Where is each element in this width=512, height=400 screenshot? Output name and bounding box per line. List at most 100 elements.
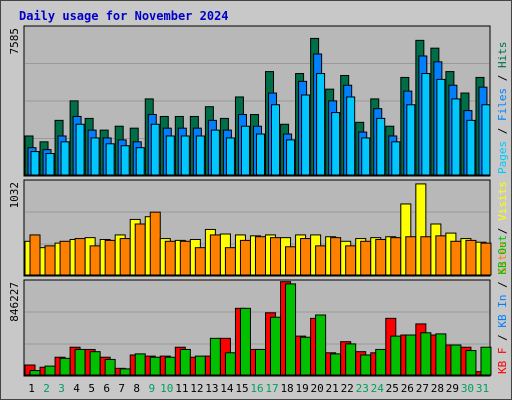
- bar-kb-in-day-18: [285, 283, 297, 376]
- bar-sites-day-5: [89, 245, 101, 276]
- bar-sites-day-27: [420, 236, 432, 276]
- x-tick-day-17: 17: [265, 382, 278, 395]
- bar-sites-day-11: [179, 240, 191, 276]
- bar-pages-day-16: [255, 133, 265, 176]
- bar-sites-day-17: [270, 237, 282, 276]
- bar-pages-day-17: [271, 104, 281, 176]
- legend-3: KB F / KB In / KB Out: [496, 235, 509, 374]
- bar-kb-in-day-1: [29, 370, 41, 376]
- bar-pages-day-15: [240, 125, 250, 176]
- bar-kb-in-day-2: [44, 365, 56, 376]
- y-max-label-3: 846227: [8, 282, 21, 322]
- bar-sites-day-23: [360, 240, 372, 276]
- x-tick-day-24: 24: [371, 382, 385, 395]
- x-tick-day-1: 1: [28, 382, 35, 395]
- x-tick-day-3: 3: [58, 382, 65, 395]
- y-max-label-2: 1032: [8, 182, 21, 209]
- bar-pages-day-23: [361, 137, 371, 176]
- x-tick-day-25: 25: [386, 382, 399, 395]
- legend-item: KB Out: [496, 235, 509, 275]
- bar-kb-in-day-12: [194, 355, 206, 376]
- bar-kb-in-day-19: [300, 336, 312, 376]
- bar-kb-in-day-20: [315, 314, 327, 376]
- bar-pages-day-1: [30, 151, 40, 176]
- x-tick-day-12: 12: [190, 382, 203, 395]
- bar-pages-day-14: [225, 137, 235, 176]
- x-tick-day-23: 23: [356, 382, 369, 395]
- bar-pages-day-25: [391, 141, 401, 176]
- bar-pages-day-7: [120, 145, 130, 176]
- bar-sites-day-16: [254, 236, 266, 276]
- x-tick-day-21: 21: [326, 382, 339, 395]
- x-tick-day-11: 11: [175, 382, 188, 395]
- bar-kb-in-day-14: [224, 352, 236, 376]
- bar-kb-in-day-10: [164, 356, 176, 376]
- bar-kb-in-day-23: [360, 354, 372, 376]
- bar-sites-day-20: [315, 245, 327, 276]
- bar-sites-day-25: [390, 237, 402, 276]
- bar-sites-day-10: [164, 240, 176, 276]
- bar-sites-day-2: [44, 245, 56, 276]
- bar-sites-day-4: [74, 238, 86, 276]
- bar-pages-day-19: [301, 94, 311, 176]
- bar-pages-day-18: [286, 139, 296, 176]
- x-tick-day-4: 4: [73, 382, 80, 395]
- bar-kb-in-day-31: [480, 346, 492, 376]
- legend-2: Sites / Visits: [496, 181, 509, 274]
- x-tick-day-22: 22: [341, 382, 354, 395]
- x-tick-day-16: 16: [250, 382, 263, 395]
- bar-pages-day-3: [60, 141, 70, 176]
- bar-pages-day-30: [466, 119, 476, 176]
- bar-kb-in-day-13: [209, 337, 221, 376]
- x-tick-day-14: 14: [220, 382, 234, 395]
- bar-pages-day-24: [376, 117, 386, 176]
- x-tick-day-29: 29: [446, 382, 459, 395]
- legend-item: Pages: [496, 141, 509, 174]
- bar-sites-day-28: [435, 235, 447, 276]
- bar-pages-day-28: [436, 78, 446, 176]
- bar-sites-day-3: [59, 240, 71, 276]
- bar-kb-in-day-15: [239, 307, 251, 376]
- bar-kb-in-day-25: [390, 335, 402, 376]
- bar-kb-in-day-5: [89, 351, 101, 376]
- bar-kb-in-day-4: [74, 348, 86, 376]
- bar-kb-in-day-6: [104, 358, 116, 376]
- bar-kb-in-day-11: [179, 348, 191, 376]
- bar-pages-day-21: [331, 112, 341, 176]
- bar-pages-day-27: [421, 73, 431, 176]
- x-tick-day-9: 9: [148, 382, 155, 395]
- x-tick-day-10: 10: [160, 382, 173, 395]
- bar-pages-day-13: [210, 129, 220, 176]
- bar-sites-day-7: [119, 238, 131, 276]
- legend-1: Pages / Files / Hits: [496, 42, 509, 175]
- x-tick-day-28: 28: [431, 382, 444, 395]
- bar-sites-day-24: [375, 238, 387, 276]
- bar-pages-day-29: [451, 98, 461, 176]
- bar-sites-day-8: [134, 223, 146, 276]
- legend-item: Sites: [496, 241, 509, 274]
- x-tick-day-13: 13: [205, 382, 218, 395]
- bar-sites-day-6: [104, 239, 116, 276]
- bar-kb-in-day-21: [330, 353, 342, 376]
- bar-kb-in-day-26: [405, 334, 417, 376]
- x-tick-day-8: 8: [133, 382, 140, 395]
- bar-kb-in-day-29: [450, 344, 462, 376]
- bar-pages-day-2: [45, 153, 55, 176]
- bar-kb-in-day-28: [435, 333, 447, 376]
- bar-sites-day-14: [224, 247, 236, 276]
- bar-sites-day-31: [480, 242, 492, 276]
- x-tick-day-30: 30: [461, 382, 474, 395]
- legend-item: KB F: [496, 348, 509, 375]
- bar-pages-day-12: [195, 135, 205, 176]
- x-tick-day-6: 6: [103, 382, 110, 395]
- bar-pages-day-26: [406, 104, 416, 176]
- bar-pages-day-10: [165, 135, 175, 176]
- bar-kb-in-day-30: [465, 350, 477, 376]
- bar-sites-day-9: [149, 211, 161, 276]
- bar-kb-in-day-16: [254, 348, 266, 376]
- bar-sites-day-12: [194, 247, 206, 276]
- x-tick-day-2: 2: [43, 382, 50, 395]
- bar-pages-day-22: [346, 96, 356, 176]
- legend-item: KB In: [496, 295, 509, 328]
